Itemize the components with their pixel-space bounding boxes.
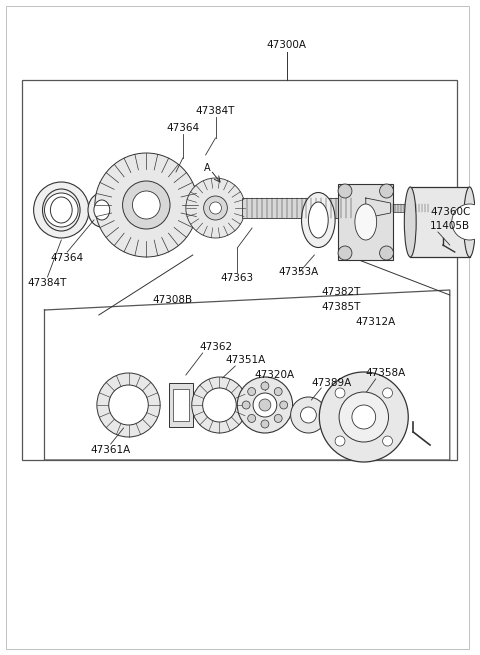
Circle shape: [335, 436, 345, 446]
Circle shape: [237, 377, 293, 433]
Text: 47384T: 47384T: [196, 106, 235, 116]
Circle shape: [274, 415, 282, 422]
Circle shape: [452, 204, 480, 240]
Text: 47358A: 47358A: [365, 368, 406, 378]
Circle shape: [242, 401, 250, 409]
Polygon shape: [366, 198, 390, 218]
Circle shape: [274, 388, 282, 396]
Bar: [169, 383, 193, 427]
Text: 47384T: 47384T: [28, 278, 67, 288]
Circle shape: [95, 153, 198, 257]
Circle shape: [280, 401, 288, 409]
Circle shape: [192, 377, 247, 433]
Text: 47312A: 47312A: [356, 317, 396, 327]
Text: 47353A: 47353A: [279, 267, 319, 277]
Ellipse shape: [43, 189, 80, 231]
Circle shape: [248, 388, 256, 396]
Bar: [410, 187, 469, 257]
Text: 47364: 47364: [51, 253, 84, 263]
Ellipse shape: [119, 392, 138, 418]
Ellipse shape: [309, 202, 328, 238]
Ellipse shape: [123, 177, 153, 233]
Circle shape: [383, 388, 393, 398]
Circle shape: [203, 388, 236, 422]
Text: 11405B: 11405B: [430, 221, 470, 231]
Circle shape: [338, 184, 352, 198]
Circle shape: [186, 178, 245, 238]
Bar: [22, 80, 456, 460]
Ellipse shape: [88, 193, 116, 227]
Circle shape: [210, 202, 221, 214]
Text: 47362: 47362: [199, 342, 232, 352]
Ellipse shape: [404, 187, 416, 257]
Circle shape: [34, 182, 89, 238]
Bar: [173, 389, 189, 421]
Ellipse shape: [301, 193, 335, 248]
Circle shape: [45, 193, 78, 227]
Text: 47389A: 47389A: [311, 378, 351, 388]
Circle shape: [319, 372, 408, 462]
Circle shape: [380, 184, 394, 198]
Circle shape: [338, 246, 352, 260]
Text: 47364: 47364: [166, 123, 200, 133]
Circle shape: [109, 385, 148, 425]
Circle shape: [300, 407, 316, 423]
Circle shape: [380, 246, 394, 260]
Circle shape: [122, 181, 170, 229]
Circle shape: [97, 373, 160, 437]
Bar: [242, 198, 371, 218]
Ellipse shape: [184, 186, 204, 224]
Circle shape: [261, 382, 269, 390]
Ellipse shape: [464, 187, 476, 257]
Text: 47351A: 47351A: [225, 355, 265, 365]
Ellipse shape: [355, 204, 377, 240]
Text: 47320A: 47320A: [255, 370, 295, 380]
Ellipse shape: [94, 200, 110, 220]
Text: A: A: [204, 163, 211, 173]
Text: 47363: 47363: [221, 273, 254, 283]
Bar: [338, 184, 394, 260]
Circle shape: [290, 397, 326, 433]
Ellipse shape: [189, 193, 199, 217]
Ellipse shape: [130, 187, 147, 223]
Text: 47308B: 47308B: [153, 295, 193, 305]
Text: 47300A: 47300A: [267, 40, 307, 50]
Circle shape: [253, 393, 277, 417]
Circle shape: [335, 388, 345, 398]
Text: 47382T: 47382T: [321, 287, 360, 297]
Ellipse shape: [50, 197, 72, 223]
Circle shape: [383, 436, 393, 446]
Circle shape: [339, 392, 388, 442]
Circle shape: [248, 415, 256, 422]
Text: 47360C: 47360C: [430, 207, 470, 217]
Circle shape: [261, 420, 269, 428]
Circle shape: [259, 399, 271, 411]
Text: 47385T: 47385T: [321, 302, 360, 312]
Bar: [390, 204, 430, 212]
Circle shape: [352, 405, 376, 429]
Text: 47361A: 47361A: [91, 445, 131, 455]
Circle shape: [132, 191, 160, 219]
Circle shape: [204, 196, 228, 220]
